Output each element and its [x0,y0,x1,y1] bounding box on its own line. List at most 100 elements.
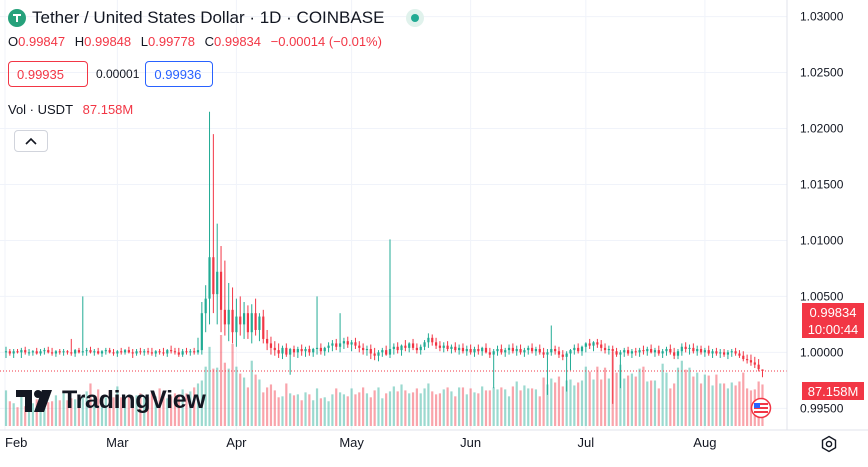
volume-bar [158,388,161,426]
candle-body [431,337,434,343]
candle-body [47,350,50,353]
volume-bar [473,392,476,426]
candle-body [477,349,480,352]
volume-bar [327,401,330,426]
price-tick-label: 1.01500 [800,177,844,191]
open-key: O [8,34,19,49]
volume-bar [699,383,703,426]
chart-grid [0,0,787,430]
candle-body [488,352,491,355]
candle-body [469,349,472,353]
candle-body [761,369,764,371]
candle-body [39,351,42,354]
candle-body [304,349,307,352]
candle-body [93,351,96,353]
candlesticks [4,111,764,404]
volume-bar [27,401,31,426]
candle-body [354,342,357,346]
volume-bar [139,393,142,426]
candle-body [12,351,15,354]
candle-body [584,343,587,347]
chart-settings-button[interactable] [818,433,840,455]
us-flag-icon[interactable] [748,397,774,419]
volume-bar [423,388,426,426]
candle-body [446,345,449,350]
candle-body [208,257,211,299]
volume-bar [527,388,530,426]
price-axis[interactable]: 1.03000 1.02500 1.02000 1.01500 1.01000 1.005… [800,10,844,416]
volume-bar [146,397,150,426]
volume-bar [408,393,411,426]
volume-bar [519,390,522,426]
volume-bar [607,378,610,426]
candle-body [615,351,618,355]
volume-bar [504,389,507,426]
volume-bar [289,393,292,426]
candle-body [219,271,223,310]
live-status-icon[interactable] [406,9,425,27]
sell-button[interactable]: 0.99935 [8,61,88,87]
volume-bar [726,388,730,426]
volume-bar [557,376,561,426]
symbol-title[interactable]: Tether / United States Dollar · 1D · COI… [32,8,385,27]
volume-bar [262,392,265,426]
candle-body [692,347,695,352]
volume-bar [292,395,296,426]
volume-bar [58,400,61,426]
volume-label[interactable]: Vol · USDT [8,102,74,117]
candle-body [150,352,154,354]
volume-bar [600,379,603,426]
candle-body [473,349,476,353]
tradingview-logo: TradingView [16,386,206,415]
candle-body [74,350,77,354]
buy-button[interactable]: 0.99936 [145,61,214,87]
candle-body [131,352,134,354]
volume-bar [8,401,11,426]
candle-body [542,352,545,355]
volume-bar [469,388,472,426]
price-tick-label: 0.99500 [800,401,844,415]
volume-bar [4,390,8,426]
candle-body [177,352,180,355]
volume-bar [181,389,184,426]
volume-bar [584,366,587,426]
volume-bar [235,366,238,426]
volume-bar [81,395,84,426]
candle-body [4,351,8,353]
volume-bar [77,396,81,426]
volume-bar [200,380,203,426]
candle-body [273,347,276,351]
close-value: 0.99834 [214,34,262,49]
candle-body [365,349,369,351]
candle-body [35,351,38,354]
candle-body [392,346,395,350]
volume-bar [623,378,626,426]
candle-body [312,349,315,353]
volume-bar [143,396,146,426]
time-tick-label: Jun [460,435,481,450]
collapse-legend-button[interactable] [14,130,48,152]
candle-body [146,351,150,353]
volume-bar [680,360,683,426]
volume-bar [74,399,77,426]
volume-bar [450,391,453,426]
volume-bar [173,393,177,426]
volume-bar [434,394,438,426]
volume-bar [273,390,276,426]
candle-body [434,342,438,346]
candle-body [396,346,399,351]
volume-bar [415,388,418,426]
candle-body [642,350,645,352]
time-axis[interactable]: Feb Mar Apr May Jun Jul Aug [5,435,716,450]
candle-body [707,350,710,354]
candle-body [715,351,718,354]
volume-bar [465,394,468,426]
chevron-up-icon [25,137,37,145]
candle-body [212,257,215,295]
candle-body [696,349,699,352]
volume-bar [515,381,518,426]
candle-body [515,349,518,352]
candle-body [385,350,388,355]
candle-body [619,352,622,355]
